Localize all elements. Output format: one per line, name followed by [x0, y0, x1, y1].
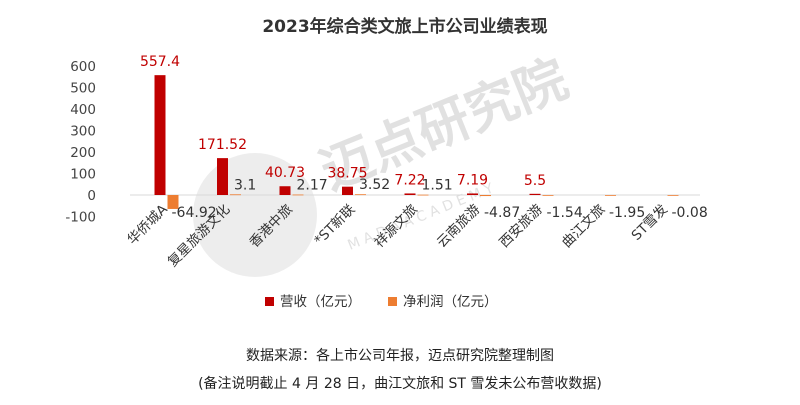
source-note: 数据来源：各上市公司年报，迈点研究院整理制图: [246, 347, 554, 364]
bar-revenue: [467, 193, 478, 195]
y-axis: 600 500 400 300 200 100 0 -100: [65, 59, 96, 226]
legend-label-net-profit: 净利润（亿元）: [403, 294, 498, 310]
bar-net-profit: [355, 194, 366, 196]
data-label-revenue: 5.5: [524, 173, 546, 189]
bar-revenue: [404, 193, 416, 195]
bar-revenue: [279, 186, 291, 195]
data-label-net-profit: 3.1: [234, 177, 256, 193]
chart-title: 2023年综合类文旅上市公司业绩表现: [262, 16, 547, 37]
y-tick-label: 300: [70, 124, 96, 140]
data-label-net-profit: -1.95: [609, 205, 645, 221]
data-label-net-profit: 3.52: [359, 177, 390, 193]
legend-swatch-net-profit: [388, 297, 397, 306]
legend-swatch-revenue: [265, 297, 274, 306]
data-label-revenue: 7.19: [457, 172, 488, 188]
y-tick-label: 500: [70, 81, 96, 97]
y-tick-label: -100: [65, 210, 96, 226]
bar-net-profit: [605, 195, 616, 196]
bar-net-profit: [167, 195, 179, 209]
bar-net-profit: [667, 195, 679, 196]
data-label-net-profit: -0.08: [672, 205, 708, 221]
bar-revenue: [529, 193, 541, 195]
y-tick-label: 0: [87, 188, 96, 204]
remark-note: (备注说明截止 4 月 28 日，曲江文旅和 ST 雪发未公布营收数据): [198, 375, 602, 392]
bar-revenue: [154, 75, 166, 195]
bar-net-profit: [292, 194, 304, 196]
data-label-revenue: 7.22: [394, 172, 425, 188]
data-label-net-profit: 1.51: [422, 178, 453, 194]
x-category-label: 华侨城A: [124, 201, 171, 248]
data-label-revenue: 171.52: [198, 137, 247, 153]
legend: 营收（亿元） 净利润（亿元）: [265, 294, 498, 310]
data-label-net-profit: 2.17: [297, 178, 328, 194]
bars-group: [154, 75, 679, 209]
legend-label-revenue: 营收（亿元）: [280, 294, 361, 310]
y-tick-label: 100: [70, 167, 96, 183]
data-label-net-profit: -64.92: [172, 205, 217, 221]
data-label-net-profit: -4.87: [484, 205, 520, 221]
y-tick-label: 600: [70, 59, 96, 75]
y-tick-label: 200: [70, 145, 96, 161]
bar-net-profit: [417, 194, 429, 196]
data-label-revenue: 557.4: [140, 54, 180, 70]
data-label-net-profit: -1.54: [547, 205, 583, 221]
y-tick-label: 400: [70, 102, 96, 118]
bar-revenue: [217, 158, 228, 195]
bar-revenue: [342, 186, 353, 195]
data-label-revenue: 40.73: [265, 165, 305, 181]
data-label-revenue: 38.75: [327, 166, 367, 182]
bar-net-profit: [230, 194, 241, 196]
bar-net-profit: [480, 195, 491, 197]
bar-net-profit: [542, 195, 554, 196]
